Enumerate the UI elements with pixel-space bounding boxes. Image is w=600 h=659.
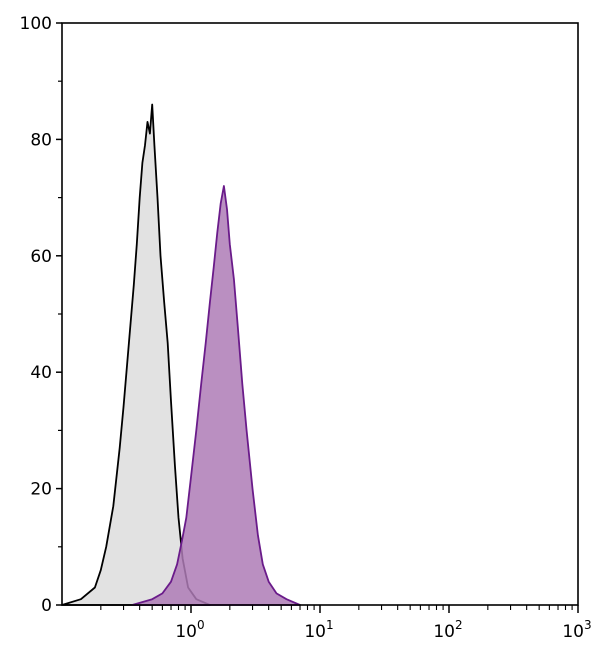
y-tick-label: 60 — [30, 247, 52, 267]
series-layer — [61, 103, 301, 606]
histogram-series-1 — [61, 103, 211, 606]
x-tick-label: 103 — [562, 618, 591, 642]
y-tick-label: 0 — [41, 596, 52, 616]
x-tick-label: 100 — [175, 618, 204, 642]
axis-layer: 0 20 40 60 80 100 100 101 102 103 — [20, 14, 592, 642]
x-tick-label: 102 — [433, 618, 462, 642]
y-tick-label: 80 — [30, 130, 52, 150]
y-tick-label: 40 — [30, 363, 52, 383]
y-tick-label: 20 — [30, 480, 52, 500]
y-tick-label: 100 — [20, 14, 52, 34]
histogram-series-2 — [131, 185, 301, 606]
x-tick-label: 101 — [304, 618, 333, 642]
